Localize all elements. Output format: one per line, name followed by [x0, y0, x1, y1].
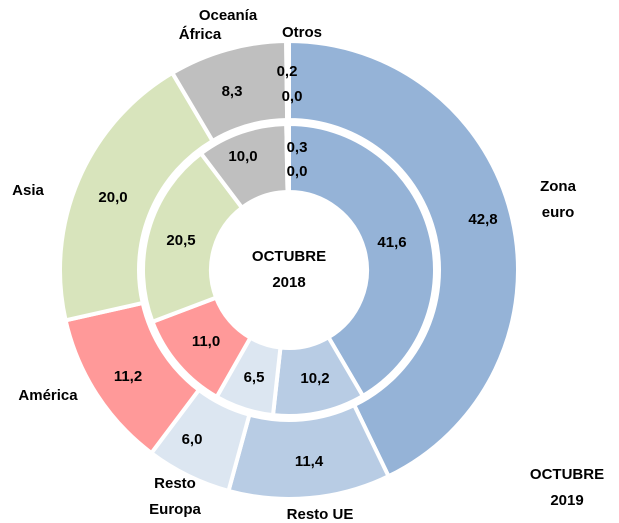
- category-label: África: [178, 26, 222, 43]
- donut-slice: [287, 38, 520, 479]
- data-label: 0,0: [281, 88, 303, 105]
- category-label: Asia: [12, 182, 44, 199]
- category-label: Zona euro: [540, 178, 576, 221]
- ring-label: OCTUBRE 2018: [251, 248, 327, 291]
- data-label: 0,3: [286, 139, 308, 156]
- ring-label: OCTUBRE 2019: [529, 466, 605, 509]
- data-label: 11,0: [191, 333, 221, 350]
- data-label: 0,2: [276, 63, 298, 80]
- data-label: 8,3: [221, 83, 243, 100]
- data-label: 42,8: [468, 211, 498, 228]
- data-label: 6,0: [181, 431, 203, 448]
- data-label: 0,0: [286, 163, 308, 180]
- data-label: 20,0: [98, 189, 128, 206]
- category-label: Oceanía: [198, 7, 258, 24]
- donut-slice: [287, 121, 437, 399]
- category-label: Resto Europa: [149, 475, 201, 518]
- data-label: 11,2: [113, 368, 143, 385]
- data-label: 20,5: [166, 232, 196, 249]
- data-label: 10,0: [228, 148, 258, 165]
- data-label: 11,4: [294, 453, 324, 470]
- category-label: Resto UE: [286, 506, 354, 523]
- data-label: 6,5: [243, 369, 265, 386]
- data-label: 41,6: [377, 234, 407, 251]
- category-label: Otros: [281, 24, 323, 41]
- donut-slice: [141, 150, 245, 325]
- data-label: 10,2: [300, 370, 330, 387]
- category-label: América: [18, 387, 78, 404]
